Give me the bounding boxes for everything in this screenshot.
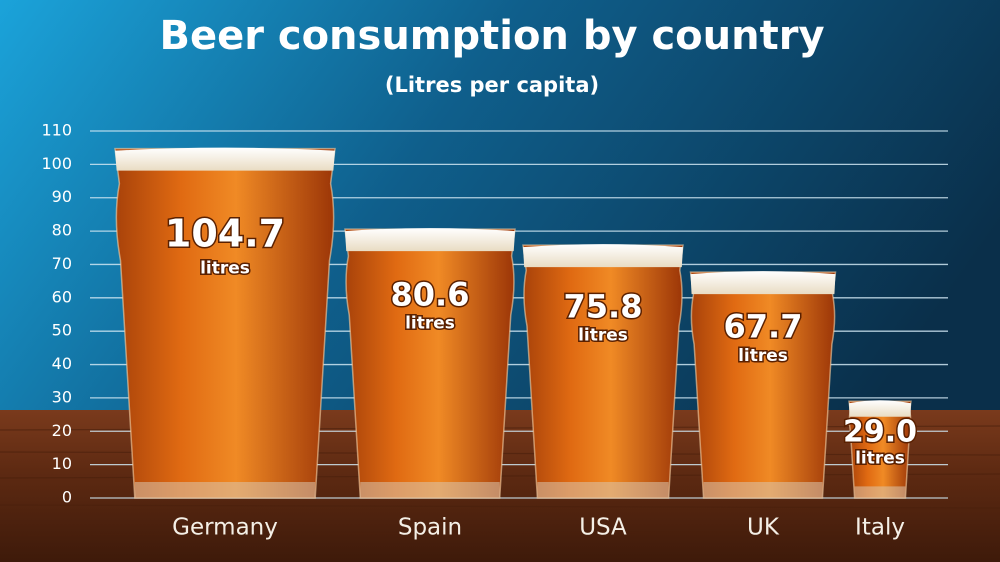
y-tick-label: 30 bbox=[52, 387, 72, 406]
y-tick-label: 80 bbox=[52, 221, 72, 240]
unit-label: litres bbox=[855, 449, 905, 469]
x-tick-label: Italy bbox=[855, 515, 905, 541]
value-label: 75.8 bbox=[564, 287, 643, 325]
beer-foam bbox=[115, 147, 335, 171]
x-tick-label: Germany bbox=[172, 515, 278, 541]
value-label: 104.7 bbox=[165, 212, 285, 256]
y-tick-label: 100 bbox=[41, 154, 72, 173]
glass-base bbox=[360, 482, 500, 498]
bar bbox=[522, 244, 684, 499]
unit-label: litres bbox=[578, 326, 628, 346]
value-label: 67.7 bbox=[724, 308, 803, 346]
beer-foam bbox=[690, 271, 836, 295]
y-tick-label: 0 bbox=[62, 488, 72, 507]
x-tick-label: USA bbox=[579, 515, 627, 541]
y-tick-label: 60 bbox=[52, 287, 72, 306]
y-tick-label: 10 bbox=[52, 454, 72, 473]
bars: 104.7litresGermany80.6litresSpain75.8lit… bbox=[114, 147, 919, 541]
y-tick-label: 70 bbox=[52, 254, 72, 273]
beer-foam bbox=[523, 244, 683, 268]
beer-foam bbox=[849, 400, 911, 417]
x-tick-label: UK bbox=[747, 515, 780, 541]
bar bbox=[114, 147, 336, 499]
y-tick-label: 20 bbox=[52, 421, 72, 440]
unit-label: litres bbox=[200, 258, 250, 278]
unit-label: litres bbox=[405, 314, 455, 334]
chart-subtitle: (Litres per capita) bbox=[385, 73, 599, 97]
glass-base bbox=[854, 486, 906, 498]
value-label: 29.0 bbox=[843, 415, 917, 450]
bar bbox=[689, 271, 837, 499]
y-tick-label: 110 bbox=[41, 121, 72, 140]
y-tick-label: 90 bbox=[52, 187, 72, 206]
y-tick-label: 40 bbox=[52, 354, 72, 373]
glass-base bbox=[703, 482, 823, 498]
unit-label: litres bbox=[738, 346, 788, 366]
glass-base bbox=[537, 482, 669, 498]
y-tick-label: 50 bbox=[52, 321, 72, 340]
x-tick-label: Spain bbox=[398, 515, 462, 541]
chart-title: Beer consumption by country bbox=[159, 13, 824, 59]
beer-foam bbox=[345, 228, 515, 252]
bar bbox=[344, 228, 516, 499]
glass-base bbox=[134, 482, 316, 498]
value-label: 80.6 bbox=[391, 275, 470, 313]
